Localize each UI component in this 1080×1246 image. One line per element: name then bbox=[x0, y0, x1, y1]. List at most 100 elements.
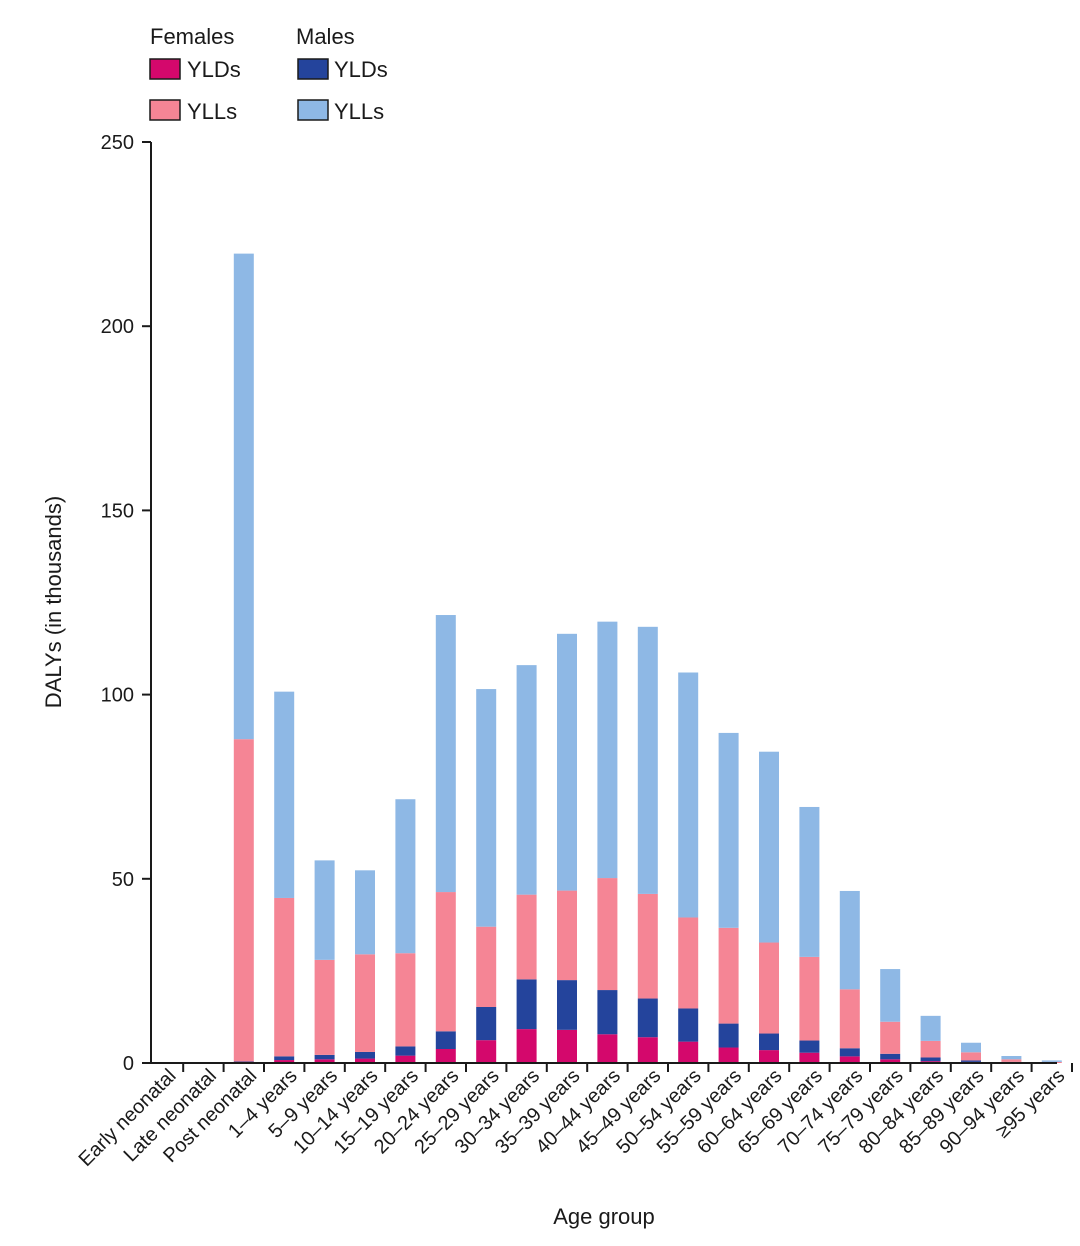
bar-50-54-years-females-ylls bbox=[678, 917, 699, 1009]
bar-65-69-years-females-ylds bbox=[799, 1052, 820, 1063]
bar-15-19-years-males-ylds bbox=[395, 1046, 416, 1056]
bar-40-44-years-males-ylds bbox=[597, 990, 618, 1035]
bar-60-64-years-females-ylls bbox=[759, 942, 779, 1034]
bar-1-4-years-males-ylls bbox=[274, 691, 295, 898]
bar-80-84-years-males-ylls bbox=[920, 1015, 941, 1041]
bar-10-14-years-females-ylds bbox=[355, 1058, 375, 1063]
legend-label-females-ylls: YLLs bbox=[187, 99, 237, 124]
bar-ge-95-years-males-ylls bbox=[1041, 1060, 1062, 1062]
bar-30-34-years-males-ylds bbox=[516, 979, 537, 1030]
y-tick-label-0: 0 bbox=[123, 1053, 134, 1075]
bar-65-69-years-males-ylds bbox=[799, 1040, 820, 1053]
bar-20-24-years-females-ylls bbox=[435, 892, 456, 1032]
bar-55-59-years-females-ylds bbox=[718, 1047, 739, 1063]
axes bbox=[150, 142, 1057, 1064]
bar-55-59-years-males-ylls bbox=[718, 732, 739, 928]
bar-post-neonatal-males-ylls bbox=[233, 253, 254, 740]
bar-45-49-years-males-ylds bbox=[637, 998, 658, 1038]
legend-label-females-ylds: YLDs bbox=[187, 57, 241, 82]
bar-5-9-years-females-ylds bbox=[314, 1059, 335, 1063]
legend-swatch-females-ylls bbox=[149, 99, 181, 121]
y-tick-label-50: 50 bbox=[112, 869, 134, 891]
bar-post-neonatal-females-ylls bbox=[233, 739, 254, 1062]
bar-30-34-years-males-ylls bbox=[516, 665, 537, 895]
bar-40-44-years-females-ylls bbox=[597, 878, 618, 991]
bar-1-4-years-females-ylds bbox=[274, 1060, 295, 1063]
legend-group-title-males: Males bbox=[296, 24, 355, 49]
legend-group-title-females: Females bbox=[150, 24, 234, 49]
bar-55-59-years-females-ylls bbox=[718, 927, 739, 1024]
bar-10-14-years-females-ylls bbox=[355, 954, 375, 1052]
bar-80-84-years-females-ylls bbox=[920, 1040, 941, 1058]
legend-label-males-ylls: YLLs bbox=[334, 99, 384, 124]
bar-35-39-years-males-ylds bbox=[557, 980, 577, 1030]
bar-1-4-years-males-ylds bbox=[274, 1056, 295, 1061]
bar-85-89-years-females-ylls bbox=[961, 1052, 981, 1061]
y-axis-ticks: 0 50 100 150 200 250 bbox=[101, 132, 151, 1075]
bar-35-39-years-females-ylls bbox=[557, 890, 577, 981]
bar-70-74-years-males-ylls bbox=[839, 890, 860, 990]
bar-45-49-years-males-ylls bbox=[637, 626, 658, 894]
bar-60-64-years-females-ylds bbox=[759, 1050, 779, 1063]
bar-10-14-years-males-ylls bbox=[355, 870, 375, 955]
bar-70-74-years-males-ylds bbox=[839, 1048, 860, 1057]
legend: Females Males YLDs YLDs YLLs YLLs bbox=[149, 24, 388, 124]
bar-65-69-years-females-ylls bbox=[799, 956, 820, 1041]
y-axis-title: DALYs (in thousands) bbox=[41, 496, 66, 708]
bar-75-79-years-females-ylds bbox=[880, 1059, 901, 1063]
bar-35-39-years-females-ylds bbox=[557, 1029, 577, 1063]
bar-25-29-years-females-ylds bbox=[476, 1040, 497, 1063]
y-tick-label-100: 100 bbox=[101, 685, 134, 707]
bar-85-89-years-males-ylls bbox=[961, 1042, 981, 1053]
bar-85-89-years-males-ylds bbox=[961, 1060, 981, 1062]
x-axis-title: Age group bbox=[553, 1204, 655, 1229]
bar-45-49-years-females-ylds bbox=[637, 1037, 658, 1063]
bar-40-44-years-females-ylds bbox=[597, 1034, 618, 1063]
legend-swatch-males-ylds bbox=[297, 58, 329, 80]
bar-50-54-years-males-ylls bbox=[678, 672, 699, 918]
bar-45-49-years-females-ylls bbox=[637, 893, 658, 999]
bar-25-29-years-males-ylls bbox=[476, 689, 497, 927]
y-tick-label-150: 150 bbox=[101, 500, 134, 522]
bar-15-19-years-males-ylls bbox=[395, 799, 416, 954]
bars-layer bbox=[233, 253, 1062, 1064]
bar-75-79-years-males-ylds bbox=[880, 1053, 901, 1060]
legend-swatch-males-ylls bbox=[297, 99, 329, 121]
bar-90-94-years-males-ylls bbox=[1001, 1056, 1022, 1060]
bar-20-24-years-males-ylds bbox=[435, 1031, 456, 1050]
bar-35-39-years-males-ylls bbox=[557, 633, 577, 891]
bar-10-14-years-males-ylds bbox=[355, 1051, 375, 1059]
y-tick-label-250: 250 bbox=[101, 132, 134, 154]
bar-80-84-years-males-ylds bbox=[920, 1057, 941, 1062]
bar-30-34-years-females-ylds bbox=[516, 1029, 537, 1063]
bar-55-59-years-males-ylds bbox=[718, 1023, 739, 1048]
bar-post-neonatal-males-ylds bbox=[233, 1061, 254, 1063]
bar-65-69-years-males-ylls bbox=[799, 806, 820, 957]
bar-15-19-years-females-ylds bbox=[395, 1055, 416, 1063]
bar-20-24-years-females-ylds bbox=[435, 1049, 456, 1063]
bar-1-4-years-females-ylls bbox=[274, 897, 295, 1057]
bar-75-79-years-males-ylls bbox=[880, 969, 901, 1022]
bar-90-94-years-females-ylls bbox=[1001, 1059, 1022, 1062]
legend-label-males-ylds: YLDs bbox=[334, 57, 388, 82]
bar-60-64-years-males-ylls bbox=[759, 751, 779, 943]
bar-60-64-years-males-ylds bbox=[759, 1033, 779, 1051]
bar-75-79-years-females-ylls bbox=[880, 1021, 901, 1054]
bar-5-9-years-males-ylds bbox=[314, 1054, 335, 1060]
bar-25-29-years-females-ylls bbox=[476, 926, 497, 1008]
bar-30-34-years-females-ylls bbox=[516, 894, 537, 980]
bar-5-9-years-females-ylls bbox=[314, 959, 335, 1055]
bar-25-29-years-males-ylds bbox=[476, 1007, 497, 1041]
bar-50-54-years-females-ylds bbox=[678, 1041, 699, 1063]
bar-40-44-years-males-ylls bbox=[597, 621, 618, 879]
y-tick-label-200: 200 bbox=[101, 316, 134, 338]
bar-50-54-years-males-ylds bbox=[678, 1008, 699, 1042]
bar-5-9-years-males-ylls bbox=[314, 860, 335, 960]
bar-20-24-years-males-ylls bbox=[435, 615, 456, 893]
bar-70-74-years-females-ylls bbox=[839, 989, 860, 1049]
bar-70-74-years-females-ylds bbox=[839, 1056, 860, 1063]
legend-swatch-females-ylds bbox=[149, 58, 181, 80]
bar-15-19-years-females-ylls bbox=[395, 953, 416, 1047]
